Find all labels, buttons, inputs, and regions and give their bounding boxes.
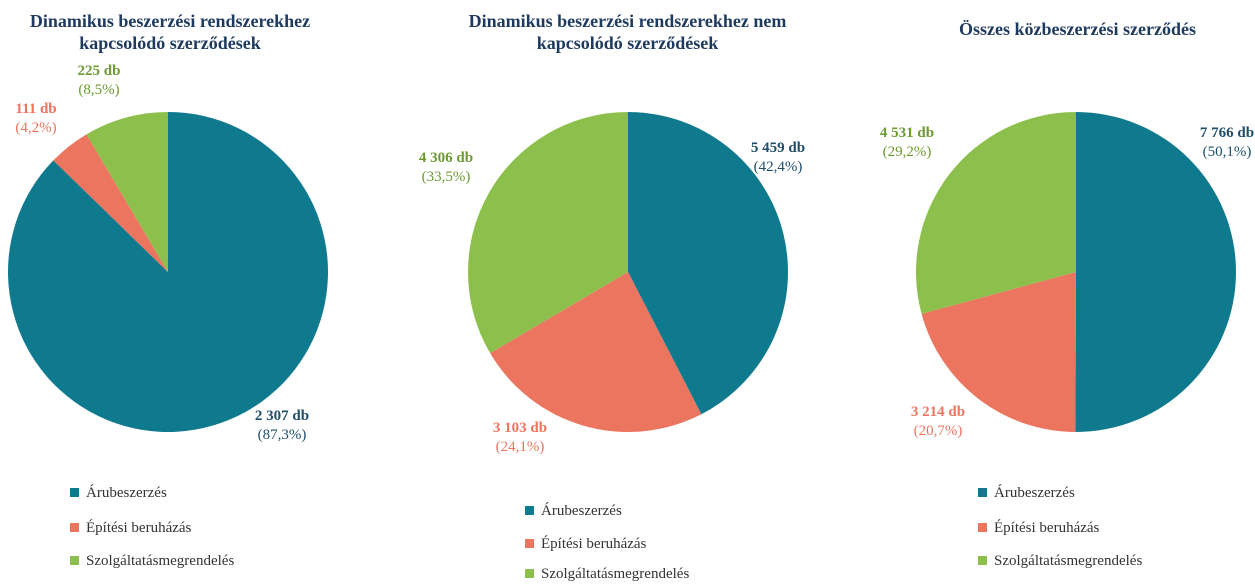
- legend-label: Szolgáltatásmegrendelés: [86, 553, 234, 569]
- legend-swatch: [525, 539, 534, 548]
- legend-label: Építési beruházás: [541, 535, 647, 552]
- legend-swatch: [525, 569, 534, 578]
- pie-slice: [7, 112, 329, 432]
- pie-slice: [916, 111, 1076, 314]
- legend-label: Építési beruházás: [86, 519, 192, 536]
- percent-label: (33,5%): [422, 169, 471, 185]
- value-label: 225 db: [78, 63, 121, 79]
- legend-swatch: [525, 506, 534, 515]
- chart-title: Dinamikus beszerzési rendszerekhez kapcs…: [29, 11, 311, 53]
- percent-label: (8,5%): [78, 82, 119, 98]
- pie-slice: [53, 134, 168, 272]
- percent-label: (24,1%): [496, 439, 545, 455]
- percent-label: (87,3%): [258, 427, 307, 443]
- percent-label: (50,1%): [1203, 144, 1252, 160]
- value-label: 4 306 db: [419, 150, 473, 166]
- pie-slice: [628, 112, 789, 415]
- value-label: 7 766 db: [1200, 125, 1254, 141]
- legend-swatch: [70, 556, 79, 565]
- legend-label: Árubeszerzés: [86, 484, 167, 501]
- chart-title: Összes közbeszerzési szerződés: [959, 19, 1196, 39]
- legend-swatch: [978, 523, 987, 532]
- pie-slice: [468, 112, 628, 354]
- value-label: 5 459 db: [751, 140, 805, 156]
- legend-label: Szolgáltatásmegrendelés: [541, 566, 689, 582]
- chart-title: Dinamikus beszerzési rendszerekhez nem k…: [468, 11, 787, 53]
- value-label: 3 103 db: [493, 420, 547, 436]
- legend-label: Építési beruházás: [994, 519, 1100, 536]
- percent-label: (42,4%): [754, 159, 803, 175]
- value-label: 111 db: [15, 101, 56, 117]
- percent-label: (4,2%): [15, 120, 56, 136]
- legend-swatch: [978, 488, 987, 497]
- value-label: 4 531 db: [880, 125, 934, 141]
- legend-label: Árubeszerzés: [994, 484, 1075, 501]
- pie-slice: [921, 272, 1076, 432]
- legend-swatch: [70, 488, 79, 497]
- legend-swatch: [70, 523, 79, 532]
- pie-slice: [490, 272, 702, 433]
- value-label: 3 214 db: [911, 404, 965, 420]
- pie-slice: [86, 112, 168, 272]
- value-label: 2 307 db: [255, 408, 309, 424]
- pie-slice: [1075, 112, 1237, 433]
- legend-label: Szolgáltatásmegrendelés: [994, 553, 1142, 569]
- percent-label: (20,7%): [914, 423, 963, 439]
- legend-swatch: [978, 556, 987, 565]
- percent-label: (29,2%): [883, 144, 932, 160]
- legend-label: Árubeszerzés: [541, 502, 622, 519]
